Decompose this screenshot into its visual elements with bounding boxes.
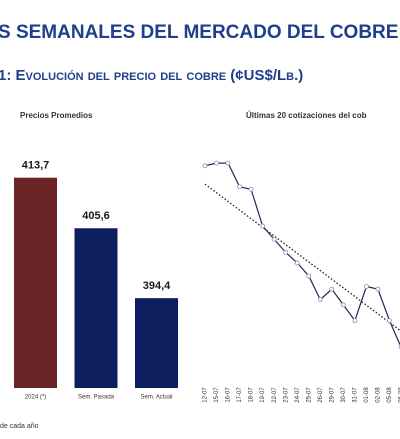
x-tick-label: 22-07 (272, 387, 278, 403)
point (352, 318, 358, 324)
x-tick-label: 17-07 (237, 387, 243, 403)
point (364, 284, 369, 289)
x-tick-label: 12-07 (203, 387, 209, 403)
x-tick-label: 25-07 (306, 387, 312, 403)
trend-line (204, 183, 400, 332)
point (375, 286, 381, 292)
x-tick-label: 19-07 (260, 387, 266, 403)
point (329, 286, 335, 292)
x-tick-label: 23-07 (283, 387, 289, 403)
x-tick-label: 16-07 (226, 387, 232, 403)
bar (14, 177, 57, 388)
x-tick-label: Sem. Pasada (78, 395, 115, 401)
x-tick-label: 30-07 (341, 387, 347, 403)
data-label: 405,6 (82, 210, 110, 222)
x-tick-label: 31-07 (352, 387, 358, 403)
point (225, 160, 231, 166)
data-label: 413,7 (22, 160, 50, 172)
point (248, 186, 254, 192)
chart-title: Últimas 20 cotizaciones del cob (246, 111, 367, 120)
point (317, 297, 323, 303)
point (237, 184, 242, 190)
x-tick-label: 26-07 (318, 387, 324, 403)
point (214, 160, 219, 166)
bar (135, 298, 178, 388)
x-tick-label: 2024 (*) (25, 395, 46, 401)
page-subtitle: 1: Evolución del precio del cobre (¢US$/… (0, 67, 303, 84)
x-tick-label: 05-08 (387, 387, 393, 403)
point (340, 302, 346, 308)
x-tick-label: 02-08 (376, 387, 382, 403)
data-label: 394,4 (143, 280, 171, 292)
point (283, 249, 289, 255)
x-tick-label: 06-08 (399, 387, 400, 403)
x-tick-label: 18-07 (249, 387, 255, 403)
x-tick-label: 15-07 (214, 387, 220, 403)
x-tick-label: 29-07 (329, 387, 335, 403)
x-tick-label: 01-08 (364, 387, 370, 403)
chart-title: Precios Promedios (20, 111, 93, 120)
point (260, 223, 266, 229)
point (202, 163, 208, 169)
x-tick-label: 24-07 (295, 387, 301, 403)
footnote: de cada año (0, 423, 39, 430)
point (294, 260, 300, 266)
point (306, 273, 312, 279)
point (387, 318, 392, 324)
point (271, 236, 277, 242)
bar (74, 228, 118, 388)
page-title: S SEMANALES DEL MERCADO DEL COBRE (0, 22, 398, 43)
price-line (204, 162, 400, 347)
x-tick-label: Sem. Actual (140, 395, 172, 401)
